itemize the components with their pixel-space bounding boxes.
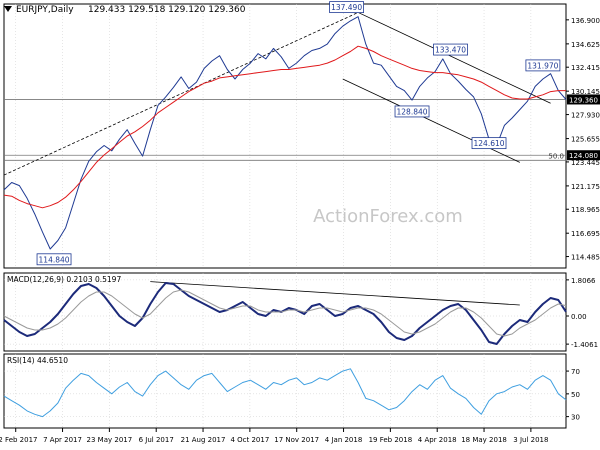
price-tag-box [567,150,600,161]
x-tick-label: 17 Nov 2017 [274,436,319,444]
price-y-tick-label: 127.930 [571,112,600,120]
x-tick-label: 18 May 2018 [461,436,507,444]
price-y-tick-label: 121.175 [571,183,600,191]
macd-y-tick-label: 0.00 [571,313,587,321]
price-series-line-1 [3,45,566,209]
price-panel-frame [3,3,567,269]
price-y-tick-label: 134.625 [571,41,600,49]
price-annotation: 128.840 [394,105,430,118]
x-tick-label: 3 Jul 2018 [513,436,548,444]
macd-panel-title: MACD(12,26,9) 0.2103 0.5197 [7,275,121,284]
price-annotation: 131.970 [525,59,561,72]
x-tick-label: 4 Jan 2018 [325,436,363,444]
watermark: ActionForex.com [313,206,463,227]
price-annotation-box [36,253,72,266]
price-tag-label: 129.360 [569,96,598,104]
x-tick-label: 4 Apr 2018 [418,436,457,444]
price-y-tick-label: 125.655 [571,136,600,144]
price-tag-box [567,94,600,105]
fib-level-label: 50.0 [548,152,564,160]
price-annotation-label: 124.610 [474,139,505,148]
price-y-tick-label: 130.145 [571,88,600,96]
price-y-tick-label: 132.415 [571,64,600,72]
x-tick-label: 7 Apr 2017 [43,436,82,444]
macd-series-line-0 [3,282,567,345]
rsi-panel-title: RSI(14) 44.6510 [7,356,68,365]
macd-series-line-1 [3,289,567,337]
price-annotation: 124.610 [471,137,507,150]
rsi-y-tick-label: 30 [571,414,580,422]
x-tick-label: 22 Feb 2017 [0,436,37,444]
price-y-tick-label: 116.695 [571,230,600,238]
x-tick-label: 23 May 2017 [87,436,133,444]
price-annotation-box [471,137,507,150]
price-annotation: 114.840 [36,253,72,266]
price-y-tick-label: 123.445 [571,159,600,167]
x-tick-label: 21 Aug 2017 [181,436,226,444]
price-trendline [357,12,551,104]
x-tick-label: 6 Jul 2017 [139,436,174,444]
price-annotation-box [394,105,430,118]
macd-trendline [150,281,520,306]
chart-header: EURJPY,Daily 129.433 129.518 129.120 129… [4,5,246,15]
price-annotation: 133.470 [433,43,468,56]
rsi-series-line-0 [3,368,567,418]
price-y-tick-label: 118.965 [571,206,600,214]
triangle-down-icon[interactable] [4,6,12,12]
x-tick-label: 4 Oct 2017 [230,436,269,444]
price-tag-label: 124.080 [569,152,598,160]
macd-y-tick-label: -1.4061 [571,341,598,349]
price-series-line-0 [3,16,567,250]
x-tick-label: 19 Feb 2018 [369,436,413,444]
price-y-tick-label: 136.900 [571,17,600,25]
price-annotation-label: 137.490 [331,3,362,12]
ohlc-readout: 129.433 129.518 129.120 129.360 [88,5,246,15]
price-annotation-label: 131.970 [527,61,558,70]
price-annotation-label: 114.840 [39,255,70,264]
macd-y-tick-label: 1.8066 [571,277,596,285]
macd-panel-frame [3,272,567,352]
price-trendline [342,78,520,163]
symbol-label: EURJPY,Daily [16,5,74,15]
price-annotation-box [525,59,561,72]
rsi-panel-frame [3,353,567,429]
price-annotation: 137.490 [329,1,364,14]
price-annotation-label: 133.470 [435,46,466,55]
price-y-tick-label: 114.485 [571,254,600,262]
price-annotation-box [433,43,468,56]
price-trendline [3,12,359,176]
price-annotation-label: 128.840 [397,107,428,116]
rsi-y-tick-label: 50 [571,391,580,399]
rsi-y-tick-label: 70 [571,368,580,376]
price-annotation-box [329,1,364,14]
